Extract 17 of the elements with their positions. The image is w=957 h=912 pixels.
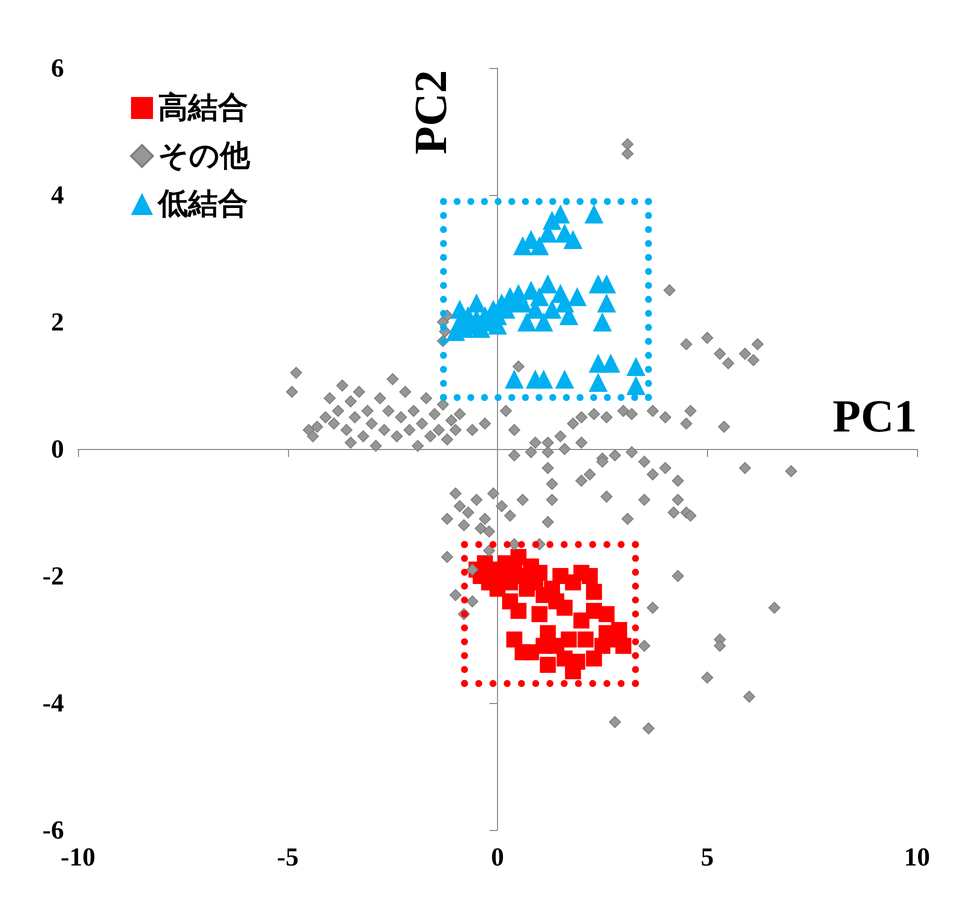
legend-label: その他 [158, 138, 251, 174]
x-tick-label: 0 [491, 842, 504, 872]
y-tick-label: -4 [42, 688, 64, 718]
x-axis-title: PC1 [832, 390, 917, 442]
legend-label: 高結合 [158, 90, 248, 126]
x-tick-label: 5 [700, 842, 714, 872]
y-tick-label: 2 [51, 308, 64, 336]
legend-label: 低結合 [157, 186, 248, 222]
x-tick-label: 10 [904, 842, 930, 872]
y-axis-title: PC2 [405, 70, 456, 154]
x-tick-label: -10 [60, 842, 96, 872]
y-tick-label: 0 [51, 434, 64, 464]
y-tick-label: -6 [42, 816, 64, 844]
y-tick-label: -2 [42, 562, 64, 590]
y-tick-label: 6 [51, 54, 64, 82]
y-tick-label: 4 [51, 180, 64, 210]
x-tick-label: -5 [276, 842, 299, 872]
